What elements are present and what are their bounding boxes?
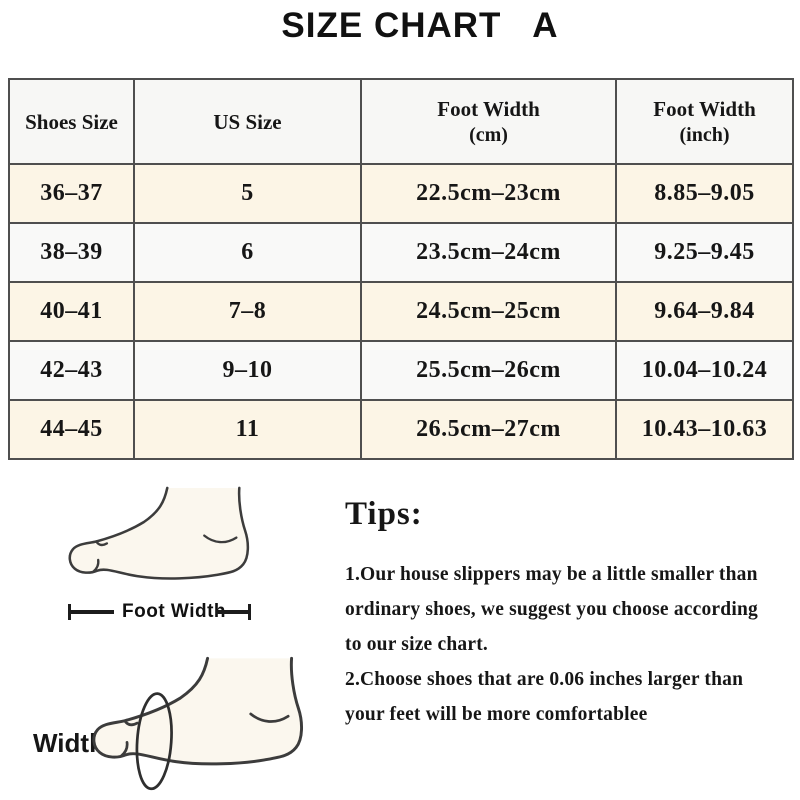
cell-us-size: 9–10 [133, 340, 362, 401]
measure-line-right [216, 610, 248, 614]
column-header-sub: (inch) [679, 123, 730, 146]
cell-foot-width-inch: 10.04–10.24 [615, 340, 794, 401]
cell-shoes-size: 40–41 [8, 281, 135, 342]
table-row: 38–39 6 23.5cm–24cm 9.25–9.45 [8, 222, 794, 283]
column-header-shoes-size: Shoes Size [8, 78, 135, 165]
cell-foot-width-inch: 8.85–9.05 [615, 163, 794, 224]
table-header-row: Shoes Size US Size Foot Width (cm) Foot … [8, 78, 794, 165]
cell-us-size: 6 [133, 222, 362, 283]
cell-foot-width-cm: 25.5cm–26cm [360, 340, 617, 401]
page-title: SIZE CHART A [281, 6, 559, 45]
measure-tick-right [248, 604, 251, 620]
column-header-label: US Size [213, 109, 282, 134]
cell-shoes-size: 44–45 [8, 399, 135, 460]
column-header-us-size: US Size [133, 78, 362, 165]
cell-foot-width-cm: 22.5cm–23cm [360, 163, 617, 224]
column-header-sub: (cm) [469, 123, 508, 146]
tip-item-1: 1.Our house slippers may be a little sma… [345, 564, 758, 655]
cell-foot-width-inch: 9.25–9.45 [615, 222, 794, 283]
cell-shoes-size: 42–43 [8, 340, 135, 401]
cell-us-size: 11 [133, 399, 362, 460]
column-header-label: Shoes Size [25, 109, 118, 134]
cell-foot-width-cm: 26.5cm–27cm [360, 399, 617, 460]
foot-width-label: Foot Width [122, 601, 227, 622]
size-chart-table: Shoes Size US Size Foot Width (cm) Foot … [8, 78, 794, 460]
table-row: 42–43 9–10 25.5cm–26cm 10.04–10.24 [8, 340, 794, 401]
cell-us-size: 5 [133, 163, 362, 224]
tips-section: Tips: 1.Our house slippers may be a litt… [345, 490, 797, 732]
cell-foot-width-cm: 23.5cm–24cm [360, 222, 617, 283]
table-row: 44–45 11 26.5cm–27cm 10.43–10.63 [8, 399, 794, 460]
column-header-foot-width-cm: Foot Width (cm) [360, 78, 617, 165]
foot-side-view-icon [68, 486, 250, 580]
cell-foot-width-cm: 24.5cm–25cm [360, 281, 617, 342]
cell-shoes-size: 36–37 [8, 163, 135, 224]
tips-heading: Tips: [345, 496, 423, 532]
cell-us-size: 7–8 [133, 281, 362, 342]
foot-girth-diagram: Width [0, 652, 330, 800]
foot-girth-icon [92, 656, 303, 791]
column-header-foot-width-inch: Foot Width (inch) [615, 78, 794, 165]
measure-line-left [70, 610, 114, 614]
measure-tick-left [68, 604, 71, 620]
tip-item-2: 2.Choose shoes that are 0.06 inches larg… [345, 669, 744, 725]
table-row: 36–37 5 22.5cm–23cm 8.85–9.05 [8, 163, 794, 224]
table-row: 40–41 7–8 24.5cm–25cm 9.64–9.84 [8, 281, 794, 342]
column-header-label: Foot Width [437, 96, 540, 121]
column-header-label: Foot Width [653, 96, 756, 121]
cell-shoes-size: 38–39 [8, 222, 135, 283]
cell-foot-width-inch: 10.43–10.63 [615, 399, 794, 460]
cell-foot-width-inch: 9.64–9.84 [615, 281, 794, 342]
foot-width-diagram: Foot Width [0, 478, 330, 648]
